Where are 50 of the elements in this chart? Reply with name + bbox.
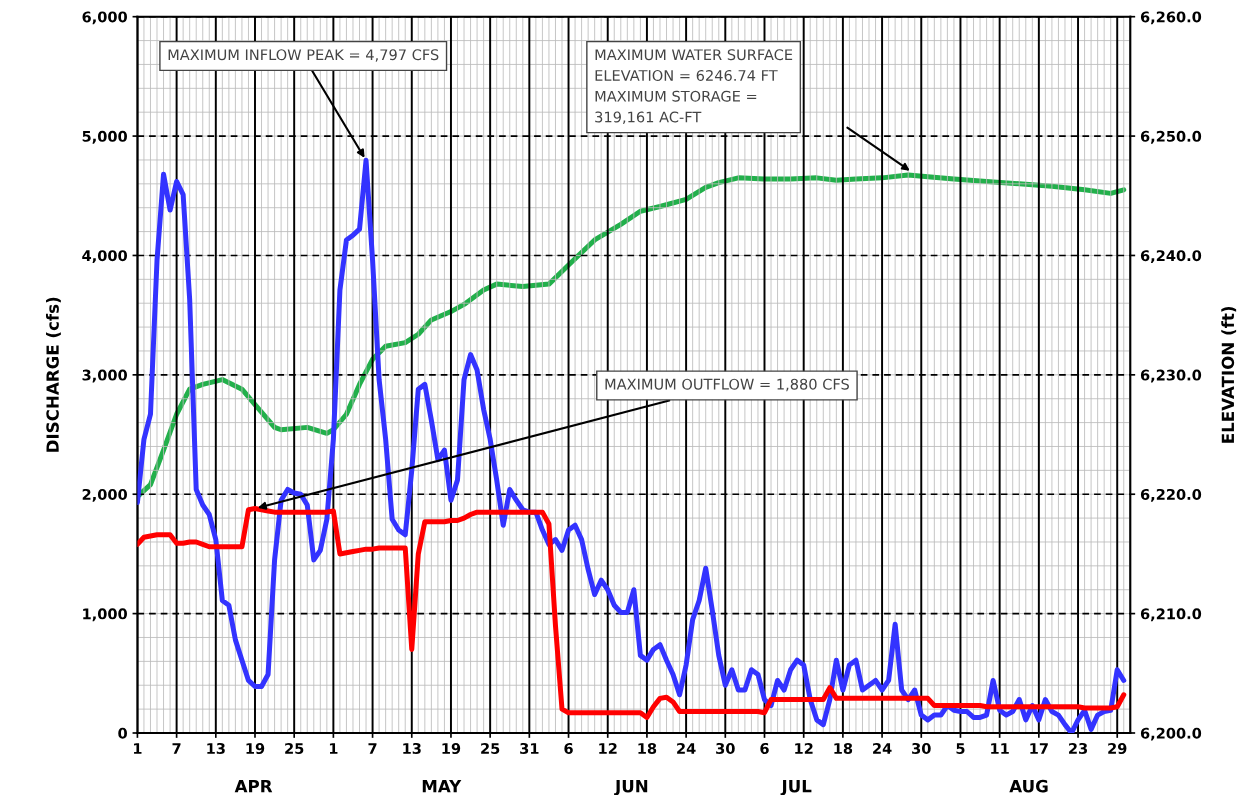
x-tick-label: 6 <box>564 742 573 754</box>
y2-tick-label: 6,200.0 <box>1140 727 1202 741</box>
text: AUG <box>1009 779 1048 793</box>
text: JUL <box>780 780 812 795</box>
y2-tick-label: 6,240.0 <box>1140 250 1202 264</box>
x-tick-label: 6 <box>760 742 769 754</box>
y2-tick-label: 6,220.0 <box>1140 488 1202 502</box>
x-tick-label: 7 <box>368 743 377 754</box>
x-tick-label: 12 <box>795 742 813 754</box>
x-tick-label: 11 <box>991 743 1009 754</box>
x-tick-label: 30 <box>716 742 735 754</box>
x-tick-label: 24 <box>677 742 696 754</box>
y-tick-label: 3,000 <box>82 369 127 383</box>
y-tick-label: 2,000 <box>82 488 127 502</box>
y2-axis-title: ELEVATION (ft) <box>1221 306 1237 443</box>
x-tick-label: 18 <box>638 742 657 754</box>
y-tick-label: 5,000 <box>82 130 127 144</box>
x-tick-label: 13 <box>403 742 421 754</box>
x-tick-label: 1 <box>329 743 338 754</box>
y-tick-label: 0 <box>118 727 127 739</box>
y-tick-label: 4,000 <box>82 250 127 264</box>
annotation: MAXIMUM OUTFLOW = 1,880 CFS <box>605 378 849 392</box>
x-tick-label: 17 <box>1030 743 1048 754</box>
y2-tick-label: 6,250.0 <box>1140 130 1202 144</box>
text: JUN <box>614 780 648 795</box>
y-axis-title: DISCHARGE (cfs) <box>45 297 61 452</box>
x-tick-label: 29 <box>1108 742 1127 754</box>
x-tick-label: 12 <box>599 742 617 754</box>
x-tick-label: 1 <box>133 743 142 754</box>
annotation: MAXIMUM INFLOW PEAK = 4,797 CFS <box>168 49 439 62</box>
y2-tick-label: 6,260.0 <box>1140 11 1202 25</box>
text: MAY <box>422 780 462 793</box>
x-tick-label: 18 <box>834 742 853 754</box>
text: APR <box>234 780 273 793</box>
x-tick-label: 25 <box>285 742 304 754</box>
x-tick-label: 7 <box>172 743 181 754</box>
x-tick-label: 19 <box>246 742 265 754</box>
x-tick-label: 31 <box>520 742 539 754</box>
y2-tick-label: 6,230.0 <box>1140 369 1202 383</box>
x-tick-label: 23 <box>1069 742 1088 754</box>
y-tick-label: 6,000 <box>82 11 127 25</box>
x-tick-label: 25 <box>481 742 500 754</box>
x-tick-label: 5 <box>956 743 965 754</box>
y2-tick-label: 6,210.0 <box>1140 608 1202 622</box>
x-tick-label: 19 <box>442 742 461 754</box>
annotation: MAXIMUM WATER SURFACE ELEVATION = 6246.74 FT MAXIMUM STORAGE = 319,161 AC-FT <box>595 49 793 124</box>
x-tick-label: 24 <box>873 742 892 754</box>
y-tick-label: 1,000 <box>83 608 127 622</box>
x-tick-label: 13 <box>207 742 225 754</box>
x-tick-label: 30 <box>912 742 931 754</box>
